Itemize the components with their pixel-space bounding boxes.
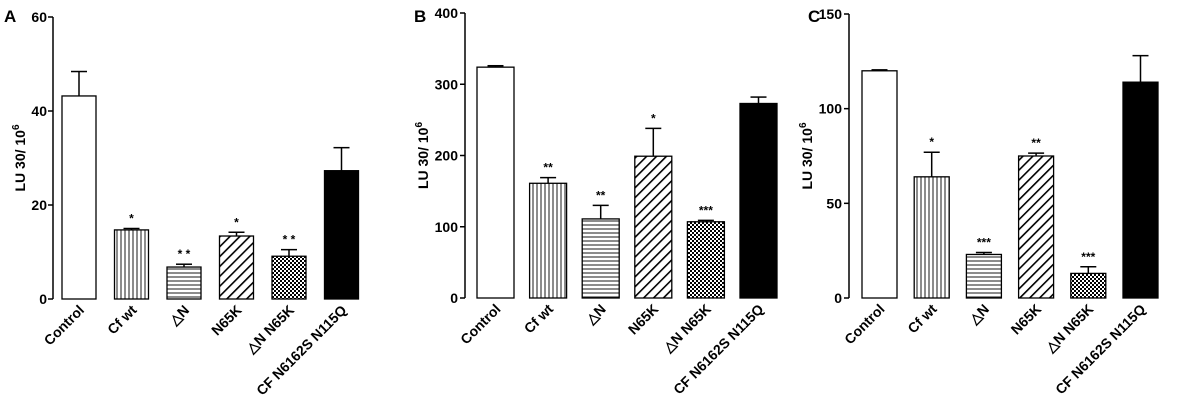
chart-panel-a: A 0 20 40 60 LU 30/ 106 Control * Cf wt * * △N * N65… bbox=[4, 7, 360, 399]
bar bbox=[634, 155, 673, 299]
category-label: △N N65K bbox=[242, 302, 297, 357]
y-axis-label-text: LU 30/ 10 bbox=[799, 128, 815, 190]
bar-group: Control bbox=[41, 70, 97, 349]
category-label: N65K bbox=[625, 301, 662, 338]
bar bbox=[1070, 272, 1107, 299]
y-tick-label: 300 bbox=[435, 76, 459, 92]
y-axis-label-text: LU 30/ 10 bbox=[12, 130, 28, 192]
category-label: N65K bbox=[208, 302, 245, 339]
category-label: CF N6162S N115Q bbox=[670, 301, 767, 398]
bar bbox=[218, 235, 255, 300]
y-axis-label: LU 30/ 106 bbox=[414, 122, 431, 189]
bar bbox=[686, 221, 726, 299]
y-tick-label: 0 bbox=[450, 290, 458, 306]
significance-label: * bbox=[929, 135, 934, 149]
y-tick-label: 150 bbox=[819, 6, 843, 22]
category-label: N65K bbox=[1008, 301, 1045, 338]
y-tick-label: 50 bbox=[826, 195, 842, 211]
category-label: Control bbox=[457, 301, 504, 348]
bar bbox=[113, 229, 150, 300]
category-label: Control bbox=[41, 302, 88, 349]
bar-group: * Cf wt bbox=[104, 212, 150, 338]
category-label: △N bbox=[582, 301, 609, 328]
significance-label: *** bbox=[1081, 250, 1095, 264]
panel-letter: A bbox=[4, 7, 16, 26]
bar bbox=[271, 255, 307, 300]
y-axis-label-text: LU 30/ 10 bbox=[415, 127, 431, 189]
bar bbox=[528, 182, 568, 299]
y-tick-label: 200 bbox=[435, 148, 459, 164]
bar bbox=[1122, 81, 1159, 299]
category-label: CF N6162S N115Q bbox=[1052, 301, 1149, 398]
bar bbox=[61, 95, 97, 300]
bar-group: *** △N bbox=[965, 236, 1003, 328]
bar bbox=[861, 70, 898, 299]
bar-group: Control bbox=[841, 69, 898, 348]
y-tick-label: 20 bbox=[31, 197, 47, 213]
bar-group: ** N65K bbox=[1008, 136, 1055, 338]
y-tick-label: 0 bbox=[834, 290, 842, 306]
significance-label: * bbox=[129, 212, 134, 226]
category-label: △N bbox=[965, 301, 992, 328]
y-tick-label: 100 bbox=[819, 101, 843, 117]
category-label: Cf wt bbox=[904, 301, 940, 337]
y-axis-label: LU 30/ 106 bbox=[11, 124, 28, 191]
y-tick-label: 100 bbox=[435, 219, 459, 235]
bar bbox=[323, 170, 360, 300]
panel-letter: C bbox=[808, 7, 820, 26]
bar-group: * N65K bbox=[208, 215, 255, 339]
significance-label: * bbox=[651, 111, 656, 125]
category-label: Cf wt bbox=[521, 301, 557, 337]
y-axis-label-superscript: 6 bbox=[11, 124, 22, 130]
y-tick-label: 400 bbox=[435, 5, 459, 21]
significance-label: ** bbox=[1031, 136, 1041, 150]
category-label: △N N65K bbox=[1042, 301, 1097, 356]
bar bbox=[1017, 155, 1055, 299]
bar bbox=[739, 102, 778, 299]
bar bbox=[913, 176, 950, 299]
bar-group: * * △N bbox=[165, 247, 202, 329]
y-axis-label: LU 30/ 106 bbox=[798, 122, 815, 189]
category-label: Cf wt bbox=[104, 302, 140, 338]
category-label: △N N65K bbox=[659, 301, 714, 356]
bar-group: * Cf wt bbox=[904, 135, 950, 337]
significance-label: ** bbox=[543, 161, 553, 175]
significance-label: * * bbox=[178, 247, 191, 261]
bar bbox=[166, 266, 202, 300]
y-tick-label: 40 bbox=[31, 103, 47, 119]
bar bbox=[476, 66, 515, 299]
panel-letter: B bbox=[414, 7, 426, 26]
significance-label: * * bbox=[283, 233, 296, 247]
y-tick-label: 60 bbox=[31, 9, 47, 25]
significance-label: *** bbox=[977, 236, 991, 250]
bar bbox=[581, 218, 620, 299]
significance-label: * bbox=[234, 215, 239, 229]
category-label: CF N6162S N115Q bbox=[253, 302, 350, 399]
bar-group: ** Cf wt bbox=[521, 161, 568, 337]
y-axis-label-superscript: 6 bbox=[798, 122, 809, 128]
significance-label: ** bbox=[596, 188, 606, 202]
significance-label: *** bbox=[699, 203, 713, 217]
y-tick-label: 0 bbox=[39, 291, 47, 307]
bar-group: CF N6162S N115Q bbox=[1052, 54, 1159, 398]
category-label: △N bbox=[165, 302, 192, 329]
bar-group: * N65K bbox=[625, 111, 673, 338]
bar bbox=[965, 253, 1003, 299]
category-label: Control bbox=[841, 301, 888, 348]
y-axis-label-superscript: 6 bbox=[414, 122, 425, 128]
bar-group: ** △N bbox=[581, 188, 620, 328]
